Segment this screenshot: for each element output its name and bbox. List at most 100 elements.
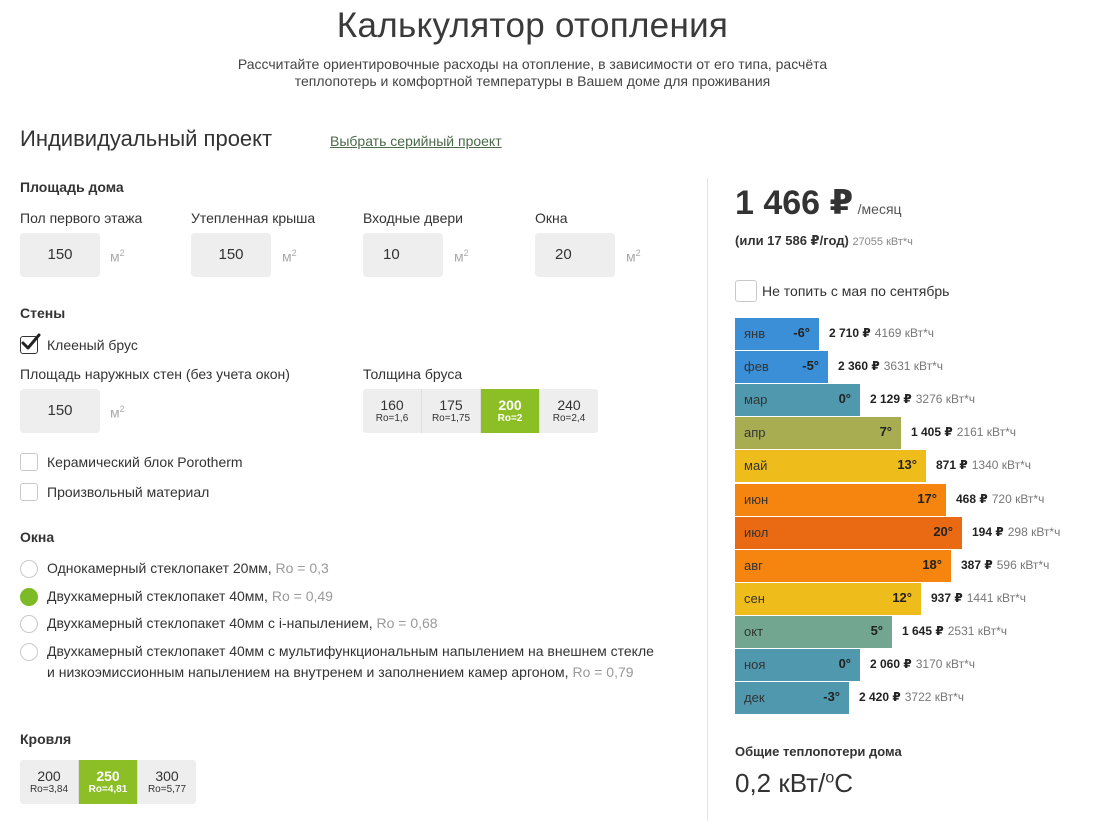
unit-power: 2 [119,248,125,258]
month-temperature: 12° [892,590,912,605]
roof-selector: 200 Ro=3,84 250 Ro=4,81 300 Ro=5,77 [20,760,196,804]
roof-option-200[interactable]: 200 Ro=3,84 [20,760,79,804]
month-name: дек [744,690,765,705]
option-r: Ro=1,75 [431,413,471,424]
ceramic-block-label: Керамический блок Porotherm [47,454,243,470]
month-bar: янв -6° [735,318,819,350]
month-cost: 194 ₽ [972,525,1004,539]
option-text: Двухкамерный стеклопакет 40мм с i-напыле… [47,615,373,631]
page-title: Калькулятор отопления [336,6,729,45]
window-type-double-chamber-radio[interactable] [20,588,38,606]
month-bar: фев -5° [735,351,828,383]
monthly-price-value: 1 466 ₽ [735,184,854,222]
month-name: авг [744,558,763,573]
month-kwh: 2531 кВт*ч [947,624,1008,638]
custom-material-checkbox[interactable] [20,483,38,501]
glued-beam-label: Клееный брус [47,337,138,353]
month-kwh: 3276 кВт*ч [915,392,976,406]
subtitle-line-2: теплопотерь и комфортной температуры в В… [294,73,771,89]
month-row-2: мар 0° 2 129 ₽3276 кВт*ч [735,384,1075,416]
month-kwh: 1441 кВт*ч [966,591,1027,605]
month-bar: сен 12° [735,583,921,615]
month-temperature: -5° [802,358,819,373]
outer-walls-area-unit: м2 [110,404,125,421]
month-row-3: апр 7° 1 405 ₽2161 кВт*ч [735,417,1075,449]
month-cost: 387 ₽ [961,558,993,572]
month-temperature: -6° [793,325,810,340]
month-temperature: 0° [838,391,851,406]
beam-thickness-selector: 160 Ro=1,6 175 Ro=1,75 200 Ro=2 240 Ro=2… [363,389,598,433]
beam-thickness-240[interactable]: 240 Ro=2,4 [540,389,598,433]
month-temperature: 13° [897,457,917,472]
month-name: фев [744,359,769,374]
yearly-price: (или 17 586 ₽/год) 27055 кВт*ч [735,233,913,249]
yearly-price-value: (или 17 586 ₽/год) [735,233,849,248]
unit-text: м [282,248,292,265]
window-type-single-chamber-label: Однокамерный стеклопакет 20мм, Ro = 0,3 [47,558,657,579]
unit-power: 2 [291,248,297,258]
unit-power: 2 [119,404,125,414]
month-temperature: 17° [917,491,937,506]
beam-thickness-200[interactable]: 200 Ro=2 [481,389,540,433]
month-name: сен [744,591,765,606]
windows-area-input[interactable]: 20 [535,233,615,277]
page-subtitle: Рассчитайте ориентировочные расходы на о… [200,56,865,90]
no-heat-summer-checkbox[interactable] [735,280,757,302]
month-cost: 2 060 ₽ [870,657,912,671]
select-serial-project-link[interactable]: Выбрать серийный проект [330,133,502,149]
heat-loss-degree: o [825,769,835,787]
month-kwh: 1340 кВт*ч [971,458,1032,472]
ceramic-block-checkbox[interactable] [20,453,38,471]
roof-area-input[interactable]: 150 [191,233,271,277]
option-value: 175 [439,397,463,413]
option-r: Ro=3,84 [29,784,69,795]
windows-group-label: Окна [20,529,55,545]
walls-group-label: Стены [20,305,66,321]
month-temperature: -3° [823,689,840,704]
heat-loss-number: 0,2 кВт/ [735,768,826,798]
option-value: 240 [557,397,581,413]
month-name: окт [744,624,764,639]
no-heat-summer-label: Не топить с мая по сентябрь [762,283,950,299]
month-row-10: ноя 0° 2 060 ₽3170 кВт*ч [735,649,1075,681]
month-info: 2 129 ₽3276 кВт*ч [870,392,975,406]
month-temperature: 20° [933,524,953,539]
yearly-kwh: 27055 кВт*ч [852,236,913,248]
window-type-double-i-coating-label: Двухкамерный стеклопакет 40мм с i-напыле… [47,613,657,634]
month-kwh: 4169 кВт*ч [874,326,935,340]
month-cost: 1 405 ₽ [911,425,953,439]
month-cost: 1 645 ₽ [902,624,944,638]
heat-loss-value: 0,2 кВт/oC [735,768,853,799]
roof-option-250[interactable]: 250 Ro=4,81 [79,760,138,804]
beam-thickness-label: Толщина бруса [363,366,463,382]
floor-area-unit: м2 [110,248,125,265]
custom-material-label: Произвольный материал [47,484,210,500]
floor-area-input[interactable]: 150 [20,233,100,277]
month-name: ноя [744,657,766,672]
option-text: Однокамерный стеклопакет 20мм, [47,560,272,576]
month-kwh: 2161 кВт*ч [956,425,1017,439]
outer-walls-area-input[interactable]: 150 [20,389,100,433]
month-bar: ноя 0° [735,649,860,681]
month-info: 387 ₽596 кВт*ч [961,558,1049,572]
window-type-single-chamber-radio[interactable] [20,560,38,578]
month-kwh: 3722 кВт*ч [904,690,965,704]
window-type-double-multifunctional-radio[interactable] [20,643,38,661]
glued-beam-checkbox[interactable] [20,333,41,354]
window-type-double-i-coating-radio[interactable] [20,615,38,633]
month-bar: окт 5° [735,616,892,648]
option-value: 300 [155,768,179,784]
window-type-double-multifunctional-label: Двухкамерный стеклопакет 40мм с мультифу… [47,641,657,683]
doors-area-input[interactable]: 10 [363,233,443,277]
option-r: Ro=5,77 [147,784,187,795]
outer-walls-area-label: Площадь наружных стен (без учета окон) [20,366,290,382]
beam-thickness-160[interactable]: 160 Ro=1,6 [363,389,422,433]
roof-area-label: Утепленная крыша [191,210,316,226]
beam-thickness-175[interactable]: 175 Ro=1,75 [422,389,481,433]
windows-area-label: Окна [535,210,568,226]
month-info: 2 060 ₽3170 кВт*ч [870,657,975,671]
month-kwh: 596 кВт*ч [996,558,1050,572]
unit-power: 2 [463,248,469,258]
roof-option-300[interactable]: 300 Ro=5,77 [138,760,196,804]
month-info: 871 ₽1340 кВт*ч [936,458,1031,472]
